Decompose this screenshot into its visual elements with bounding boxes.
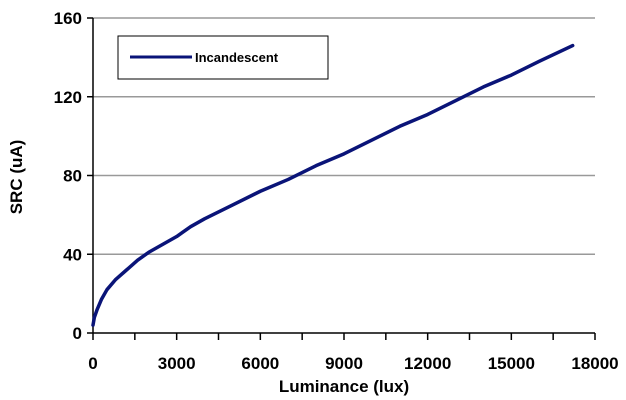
gridlines: [93, 17, 595, 255]
series-line-0: [91, 43, 575, 327]
x-tick-label-2: 6000: [241, 354, 279, 373]
y-tick-label-3: 120: [54, 88, 82, 107]
x-tick-label-4: 12000: [404, 354, 451, 373]
y-tick-label-0: 0: [73, 324, 82, 343]
y-axis-title: SRC (uA): [7, 140, 26, 215]
series-lines: [91, 43, 575, 327]
x-tick-label-5: 15000: [488, 354, 535, 373]
legend: Incandescent: [117, 35, 329, 80]
x-tick-label-0: 0: [88, 354, 97, 373]
x-tick-label-6: 18000: [571, 354, 618, 373]
legend-label: Incandescent: [195, 50, 279, 65]
x-tick-label-1: 3000: [158, 354, 196, 373]
x-axis-title: Luminance (lux): [279, 377, 409, 396]
tick-labels: 0 40 80 120 160 0 3000 6000 9000 12000 15000 18000: [54, 9, 619, 373]
x-tick-label-3: 9000: [325, 354, 363, 373]
y-tick-label-4: 160: [54, 9, 82, 28]
y-tick-label-2: 80: [63, 167, 82, 186]
axes: [87, 17, 596, 340]
y-tick-label-1: 40: [63, 245, 82, 264]
